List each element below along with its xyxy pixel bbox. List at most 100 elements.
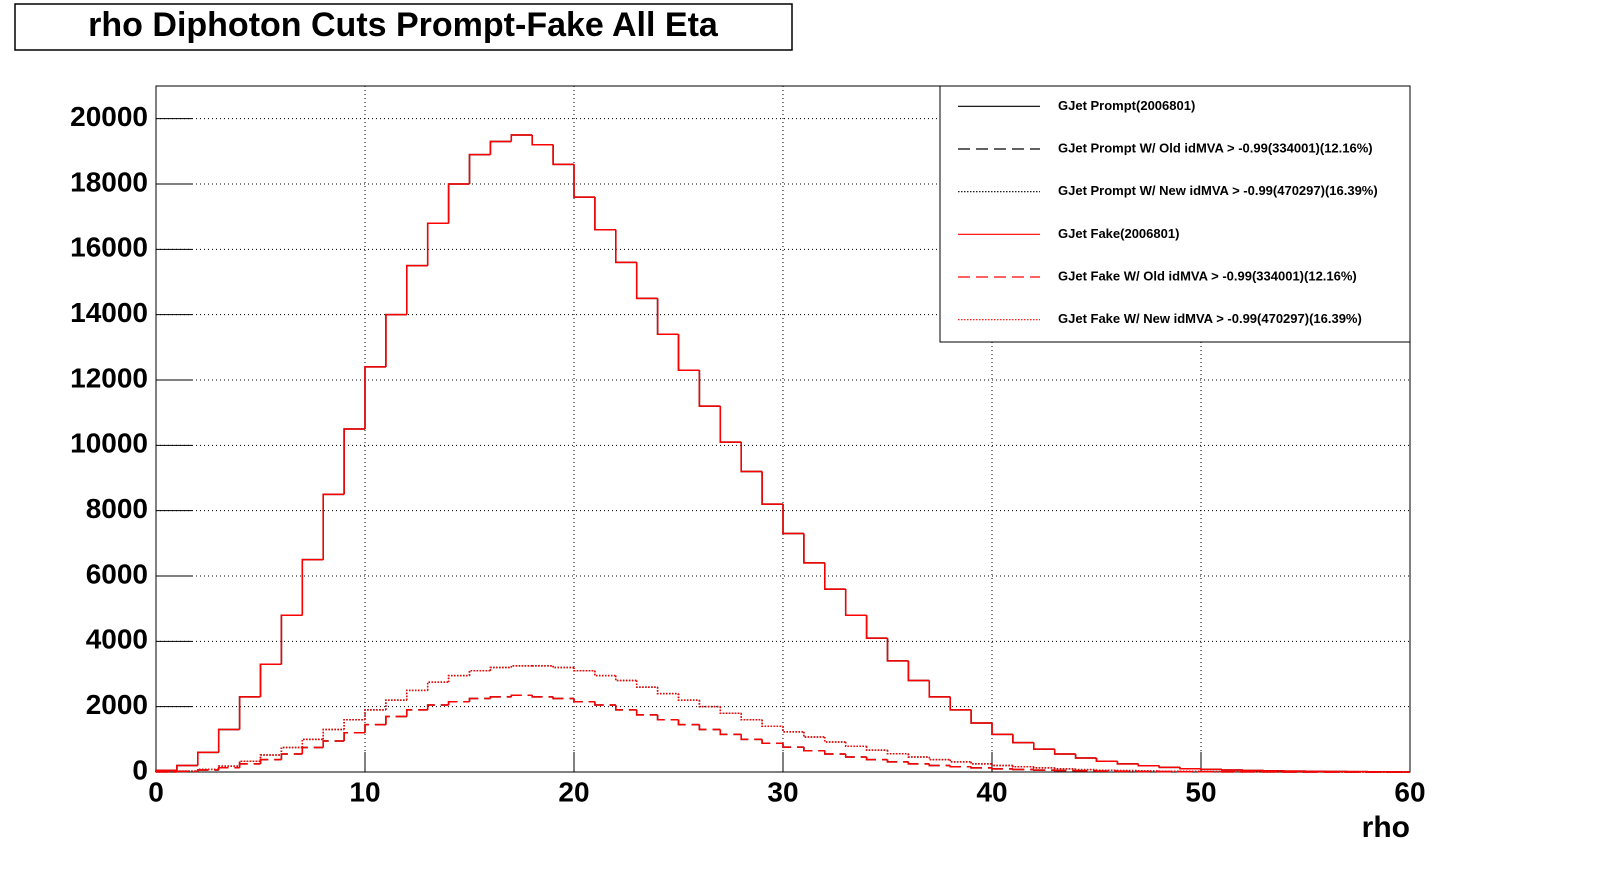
histogram-bin (1095, 757, 1118, 762)
histogram-bin (656, 298, 679, 336)
legend-box (939, 85, 1411, 343)
histogram-bin (197, 768, 219, 772)
histogram-bin (322, 493, 345, 560)
histogram-bin (677, 693, 700, 701)
histogram-bin (385, 699, 407, 710)
histogram-bin (385, 715, 407, 725)
histogram-bin (364, 723, 386, 733)
histogram-bin (447, 701, 470, 706)
histogram-bin (594, 701, 616, 706)
histogram-bin (280, 614, 303, 665)
histogram-bin (197, 751, 219, 766)
histogram-bin (991, 767, 1013, 770)
y-tick-label: 14000 (70, 297, 148, 328)
histogram-bin (217, 765, 240, 770)
x-tick-label: 10 (349, 776, 380, 807)
histogram-bin (782, 504, 804, 535)
histogram-bin (698, 724, 721, 731)
histogram-bin (844, 754, 867, 758)
histogram-bin (1137, 763, 1160, 767)
histogram-bin (865, 746, 888, 751)
histogram-bin (531, 695, 554, 698)
x-axis-label: rho (1362, 811, 1410, 844)
x-tick-label: 20 (558, 776, 589, 807)
histogram-bin (217, 728, 240, 753)
histogram-bin (1012, 765, 1034, 768)
histogram-bin (886, 750, 909, 755)
histogram-bin (615, 675, 637, 682)
histogram-bin (740, 734, 763, 741)
histogram-bin (1074, 754, 1097, 759)
histogram-bin (364, 366, 386, 429)
histogram-bin (803, 533, 825, 564)
histogram-bin (824, 737, 846, 743)
histogram-bin (406, 689, 428, 701)
histogram-bin (719, 706, 742, 714)
histogram-bin (280, 746, 303, 756)
histogram-bin (615, 229, 637, 264)
histogram-bin (176, 770, 198, 772)
histogram-bin (552, 144, 574, 166)
histogram-bin (1012, 768, 1034, 771)
histogram-bin (322, 740, 345, 748)
histogram-bin (970, 761, 992, 765)
histogram-bin (1012, 734, 1034, 744)
histogram-bin (1158, 765, 1181, 769)
histogram-bin (615, 705, 637, 711)
histogram-bin (907, 660, 930, 682)
histogram-bin (803, 747, 825, 752)
x-tick-label: 30 (767, 776, 798, 807)
y-tick-label: 6000 (86, 558, 148, 589)
histogram-bin (928, 763, 951, 767)
histogram-bin (1116, 761, 1139, 765)
legend-label: GJet Fake(2006801) (1058, 226, 1179, 241)
histogram-bin (447, 183, 470, 224)
histogram-bin (1033, 742, 1055, 750)
histogram-bin (489, 696, 512, 699)
y-tick-label: 18000 (70, 166, 148, 197)
histogram-bin (782, 726, 804, 733)
histogram-bin (489, 666, 512, 671)
title-box (14, 3, 793, 51)
histogram-bin (844, 589, 867, 616)
histogram-bin (468, 669, 491, 676)
histogram-bin (740, 713, 763, 721)
y-tick-label: 16000 (70, 232, 148, 263)
y-tick-label: 10000 (70, 428, 148, 459)
x-tick-label: 0 (148, 776, 164, 807)
histogram-bin (1221, 769, 1243, 771)
histogram-bin (719, 729, 742, 736)
histogram-bin (907, 753, 930, 758)
histogram-bin (1200, 768, 1222, 771)
histogram-bin (824, 750, 846, 755)
histogram-bin (322, 728, 345, 740)
histogram-bin (761, 471, 783, 505)
histogram-bin (552, 665, 574, 669)
histogram-bin (510, 665, 533, 668)
histogram-bin (573, 698, 595, 703)
histogram-bin (385, 313, 407, 367)
histogram-bin (238, 696, 261, 730)
histogram-bin (844, 741, 867, 747)
histogram-bin (573, 667, 595, 672)
histogram-bin (656, 714, 679, 721)
x-tick-label: 40 (976, 776, 1007, 807)
histogram-bin (594, 197, 616, 231)
histogram-bin (698, 370, 721, 407)
histogram-bin (719, 406, 742, 443)
x-tick-label: 50 (1185, 776, 1216, 807)
histogram-bin (761, 739, 783, 745)
histogram-bin (970, 766, 992, 769)
histogram-bin (1033, 766, 1055, 769)
legend-label: GJet Prompt W/ New idMVA > -0.99(470297)… (1058, 183, 1378, 198)
histogram-bin (949, 765, 972, 768)
histogram-bin (1053, 749, 1076, 755)
y-tick-label: 4000 (86, 624, 148, 655)
histogram-bin (928, 680, 951, 698)
histogram-bin (949, 759, 972, 763)
histogram-bin (447, 674, 470, 683)
histogram-bin (343, 718, 365, 730)
histogram-bin (301, 738, 324, 748)
histogram-bin (406, 264, 428, 315)
